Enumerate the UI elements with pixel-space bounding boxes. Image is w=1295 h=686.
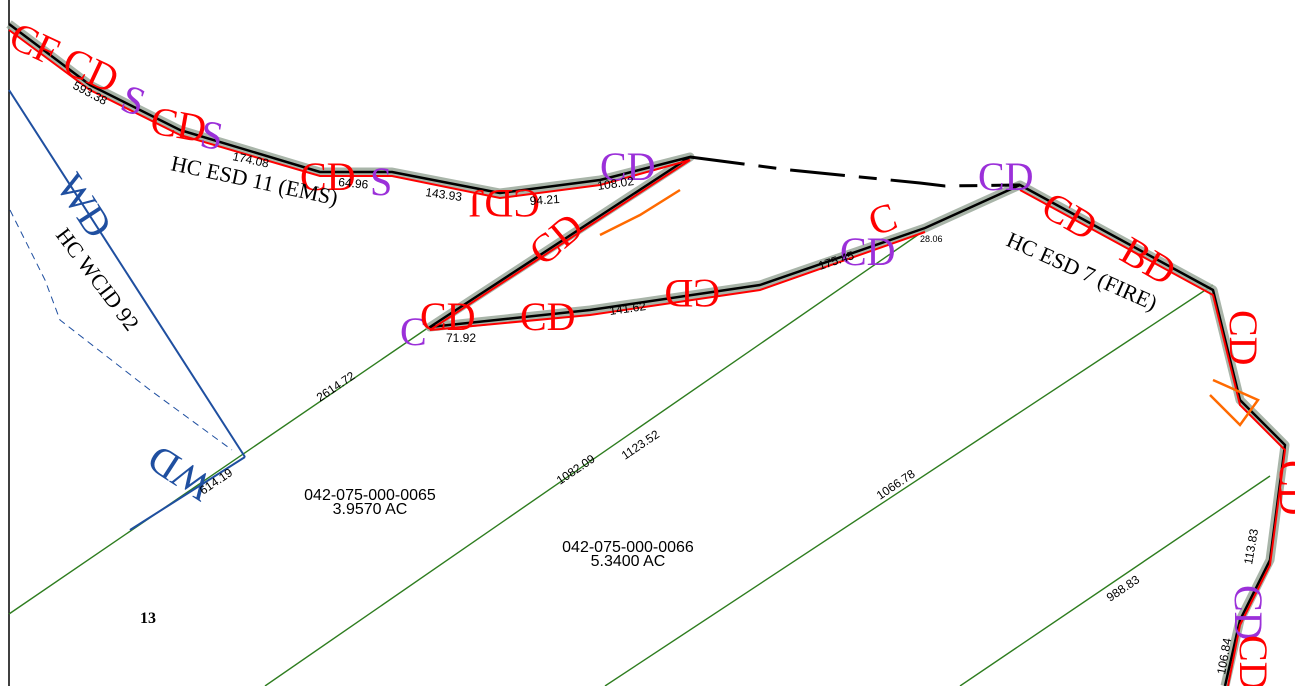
symbol-glyph: CD: [600, 144, 656, 189]
symbol-glyph: CD: [1271, 460, 1295, 516]
symbol-glyph: CD: [978, 154, 1034, 199]
lot-lines: [8, 229, 1271, 686]
symbol-glyph: CD: [664, 271, 720, 316]
dimension-label: 141.62: [608, 299, 647, 318]
lot-line: [264, 229, 926, 686]
dimension-label: 143.93: [425, 185, 464, 204]
parcel-area: 5.3400 AC: [591, 553, 666, 570]
symbol-glyph: C: [400, 309, 427, 354]
symbol-glyph: S: [370, 159, 392, 204]
wd-line: [129, 456, 246, 531]
dimension-label: 2614.72: [314, 368, 358, 404]
dimension-label: 64.96: [338, 175, 369, 192]
symbol-glyph: CD: [1226, 585, 1271, 641]
esd-orange-line: [599, 188, 681, 237]
esd-line-overlay: [8, 29, 1287, 686]
esd-orange-line: [1209, 378, 1260, 427]
dimension-label: 71.92: [446, 331, 476, 345]
district-boundary: [8, 23, 1287, 686]
symbol-glyph: CD: [420, 294, 476, 339]
lot-line: [8, 322, 436, 615]
dimension-label: 94.21: [529, 192, 560, 208]
section-number: 13: [140, 610, 156, 627]
symbol-glyph: CD: [520, 294, 576, 339]
parcel-id: 042-075-000-0065: [304, 487, 436, 504]
parcel-labels: 042-075-000-0065 3.9570 AC 042-075-000-0…: [304, 487, 694, 570]
dimension-label: 28.06: [920, 234, 943, 244]
symbol-glyph: CF CD: [3, 13, 126, 102]
wd-line: [8, 89, 246, 458]
symbol-glyph: CD: [1221, 310, 1266, 366]
symbol-glyph: CD: [1035, 182, 1106, 249]
district-symbols: CF CD S CD S CD S CDJ CD CD C CD CD CD C…: [3, 13, 1295, 686]
symbol-glyph: CDJ: [469, 181, 540, 226]
symbol-glyph: CD: [300, 154, 356, 199]
symbol-glyph: CD: [840, 229, 896, 274]
wd-label-lower: WD: [140, 436, 220, 510]
symbol-glyph: CD: [147, 97, 210, 151]
lot-line: [959, 475, 1271, 686]
symbol-glyph: CD: [1231, 635, 1276, 686]
dimension-label: 1123.52: [619, 427, 662, 463]
esd-red-line: [1019, 189, 1287, 686]
wd-dashed-line: [9, 209, 233, 451]
wd-boundary: [8, 89, 246, 531]
lot-line: [604, 284, 1214, 686]
wd-labels: WD WD: [47, 165, 219, 510]
parcel-area: 3.9570 AC: [333, 501, 408, 518]
parcel-id: 042-075-000-0066: [562, 539, 694, 556]
dimension-label: 108.02: [596, 174, 635, 193]
boundary-dashed-segment: [689, 155, 1021, 188]
dimension-label: 1082.09: [554, 451, 598, 487]
esd-red-line: [8, 29, 926, 331]
dimension-label: 988.83: [1104, 572, 1143, 604]
dimension-label: 113.83: [1241, 528, 1261, 566]
dimension-label: 106.84: [1214, 637, 1234, 676]
